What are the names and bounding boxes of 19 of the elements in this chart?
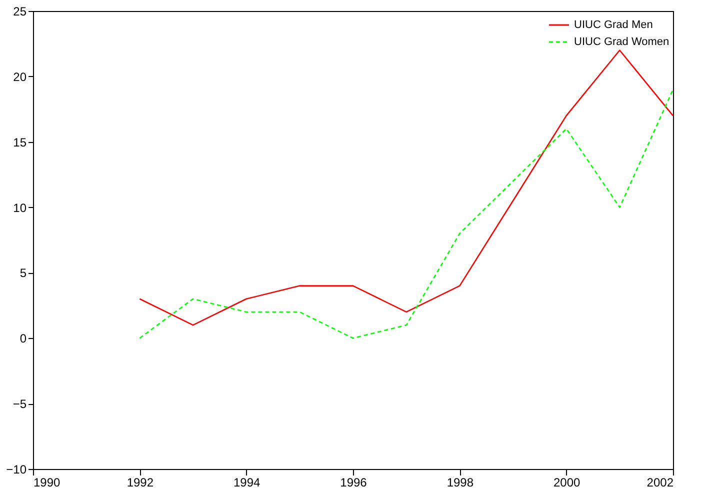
- x-tick-label: 2002: [646, 476, 674, 490]
- legend-label: UIUC Grad Women: [574, 36, 670, 48]
- y-tick-label: 5: [20, 266, 27, 280]
- y-tick-label: −10: [6, 462, 27, 476]
- y-tick-label: 25: [13, 4, 27, 18]
- y-tick-label: 10: [13, 200, 27, 215]
- legend-label: UIUC Grad Men: [574, 19, 653, 31]
- y-tick-label: 20: [13, 70, 27, 84]
- y-tick-label: 0: [20, 332, 27, 346]
- y-tick-label: 15: [13, 135, 27, 150]
- x-tick-label: 1998: [446, 476, 474, 490]
- x-tick-label: 1994: [233, 476, 261, 490]
- y-tick-label: −5: [12, 397, 27, 412]
- x-tick-label: 1992: [126, 476, 154, 490]
- line-series: [139, 50, 674, 326]
- x-tick-label: 2000: [553, 476, 581, 490]
- x-tick-label: 1990: [34, 476, 61, 490]
- line-series: [139, 88, 674, 339]
- x-tick-label: 1996: [340, 476, 368, 490]
